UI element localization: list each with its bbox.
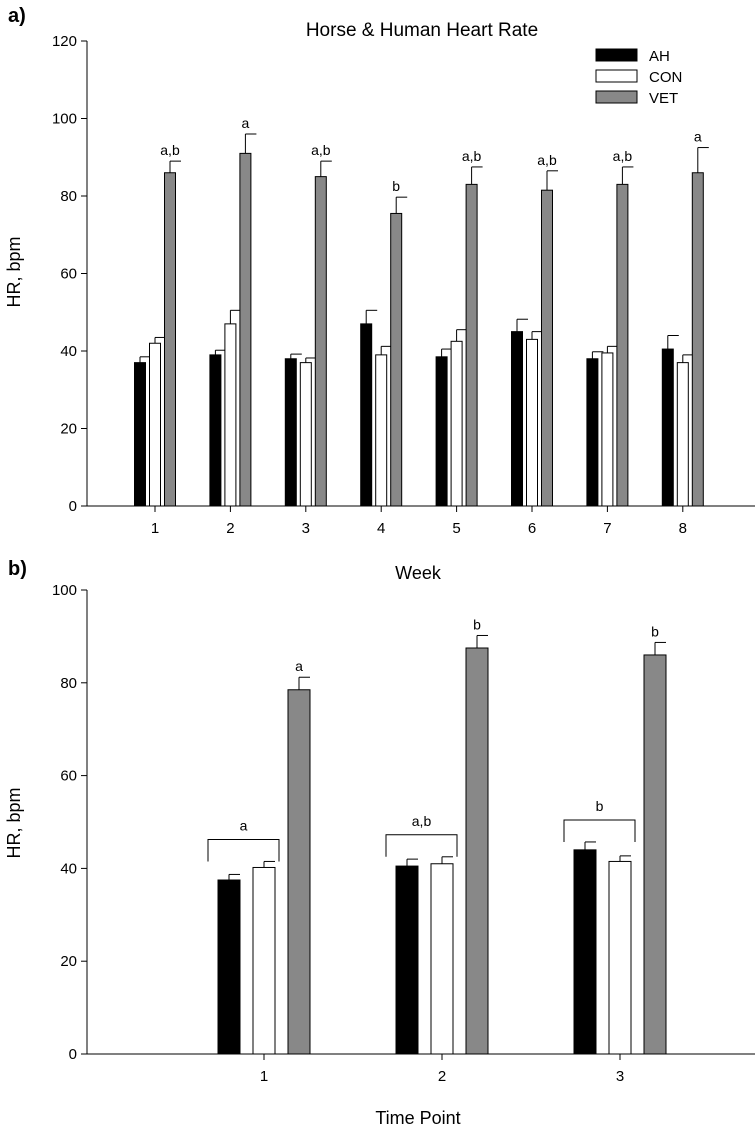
chart-title: Horse & Human Heart Rate: [306, 20, 538, 41]
panel-a-label: a): [8, 5, 26, 27]
x-tick-label: 2: [438, 1068, 446, 1085]
bar-con: [608, 860, 632, 1055]
y-tick-label: 40: [60, 343, 77, 360]
legend-label-ah: AH: [649, 48, 670, 65]
y-tick-label: 0: [69, 1046, 77, 1063]
x-tick-label: 4: [377, 520, 385, 537]
comparison-bracket: [207, 838, 280, 862]
panel-a-y-axis-label: HR, bpm: [4, 236, 24, 307]
legend-label-vet: VET: [649, 90, 678, 107]
bar-ah: [511, 331, 523, 507]
bar-ah: [217, 879, 241, 1055]
bar-vet: [239, 152, 252, 507]
vet-significance-label: a: [295, 658, 303, 674]
legend-label-con: CON: [649, 69, 682, 86]
bracket-significance-label: a: [240, 817, 248, 833]
bar-ah: [435, 356, 448, 507]
comparison-bracket: [563, 819, 636, 842]
significance-label: b: [392, 178, 400, 194]
x-tick-label: 3: [616, 1068, 624, 1085]
significance-label: a,b: [462, 148, 482, 164]
bar-ah: [360, 323, 373, 507]
bar-con: [430, 863, 454, 1055]
bar-con: [299, 362, 312, 507]
x-tick-label: 5: [452, 520, 460, 537]
bar-ah: [209, 354, 222, 507]
bar-ah: [586, 358, 599, 507]
y-tick-label: 40: [60, 860, 77, 877]
bar-con: [601, 352, 614, 507]
y-tick-label: 60: [60, 768, 77, 785]
x-tick-label: 3: [302, 520, 310, 537]
x-tick-label: 6: [528, 520, 536, 537]
significance-label: a,b: [613, 148, 633, 164]
panel-b-y-axis-label: HR, bpm: [4, 787, 24, 858]
bar-vet: [390, 212, 403, 507]
significance-label: a,b: [311, 142, 331, 158]
significance-label: a: [694, 129, 702, 145]
bar-con: [526, 338, 538, 507]
y-tick-label: 20: [60, 953, 77, 970]
panel-b-x-axis-label: Time Point: [375, 1108, 460, 1128]
legend-swatch-vet: [595, 90, 638, 104]
legend-swatch-con: [595, 69, 638, 83]
x-tick-label: 2: [226, 520, 234, 537]
significance-label: a,b: [537, 152, 557, 168]
bar-ah: [573, 849, 597, 1055]
bar-con: [252, 866, 276, 1055]
bar-con: [149, 342, 161, 507]
significance-label: a: [242, 115, 250, 131]
panel-b-chart: b) HR, bpm Time Point 0 20 40 60 80 100 1 2 3 a…: [4, 558, 755, 1128]
bracket-significance-label: b: [596, 798, 604, 814]
y-tick-label: 100: [52, 582, 77, 599]
x-tick-label: 1: [260, 1068, 268, 1085]
bar-vet: [164, 172, 176, 507]
comparison-bracket: [385, 834, 458, 857]
bar-ah: [661, 348, 674, 507]
vet-significance-label: b: [651, 623, 659, 639]
bar-vet: [465, 647, 489, 1055]
y-tick-label: 20: [60, 421, 77, 438]
panel-b-label: b): [8, 558, 27, 580]
bar-vet: [541, 189, 553, 507]
bar-vet: [287, 689, 311, 1055]
bar-ah: [284, 358, 297, 507]
legend: AH CON VET: [595, 48, 682, 107]
bar-ah: [134, 362, 146, 507]
bar-con: [375, 354, 388, 507]
bar-vet: [465, 183, 478, 507]
x-tick-label: 7: [603, 520, 611, 537]
y-tick-label: 120: [52, 33, 77, 50]
bar-ah: [395, 865, 419, 1055]
panel-a-x-axis-label: Week: [395, 563, 442, 583]
bar-vet: [616, 183, 629, 507]
legend-swatch-ah: [595, 48, 638, 62]
bar-con: [450, 340, 463, 507]
bar-con: [224, 323, 237, 507]
bar-vet: [691, 172, 704, 507]
bracket-significance-label: a,b: [412, 813, 432, 829]
bar-vet: [643, 654, 667, 1055]
significance-label: a,b: [160, 142, 180, 158]
x-tick-label: 8: [679, 520, 687, 537]
y-tick-label: 0: [69, 498, 77, 515]
y-tick-label: 100: [52, 111, 77, 128]
vet-significance-label: b: [473, 616, 481, 632]
y-tick-label: 80: [60, 188, 77, 205]
x-tick-label: 1: [151, 520, 159, 537]
bar-vet: [314, 176, 327, 507]
panel-a-chart: a) Horse & Human Heart Rate HR, bpm Week…: [4, 5, 755, 583]
y-tick-label: 80: [60, 675, 77, 692]
bar-con: [676, 362, 689, 507]
y-tick-label: 60: [60, 266, 77, 283]
